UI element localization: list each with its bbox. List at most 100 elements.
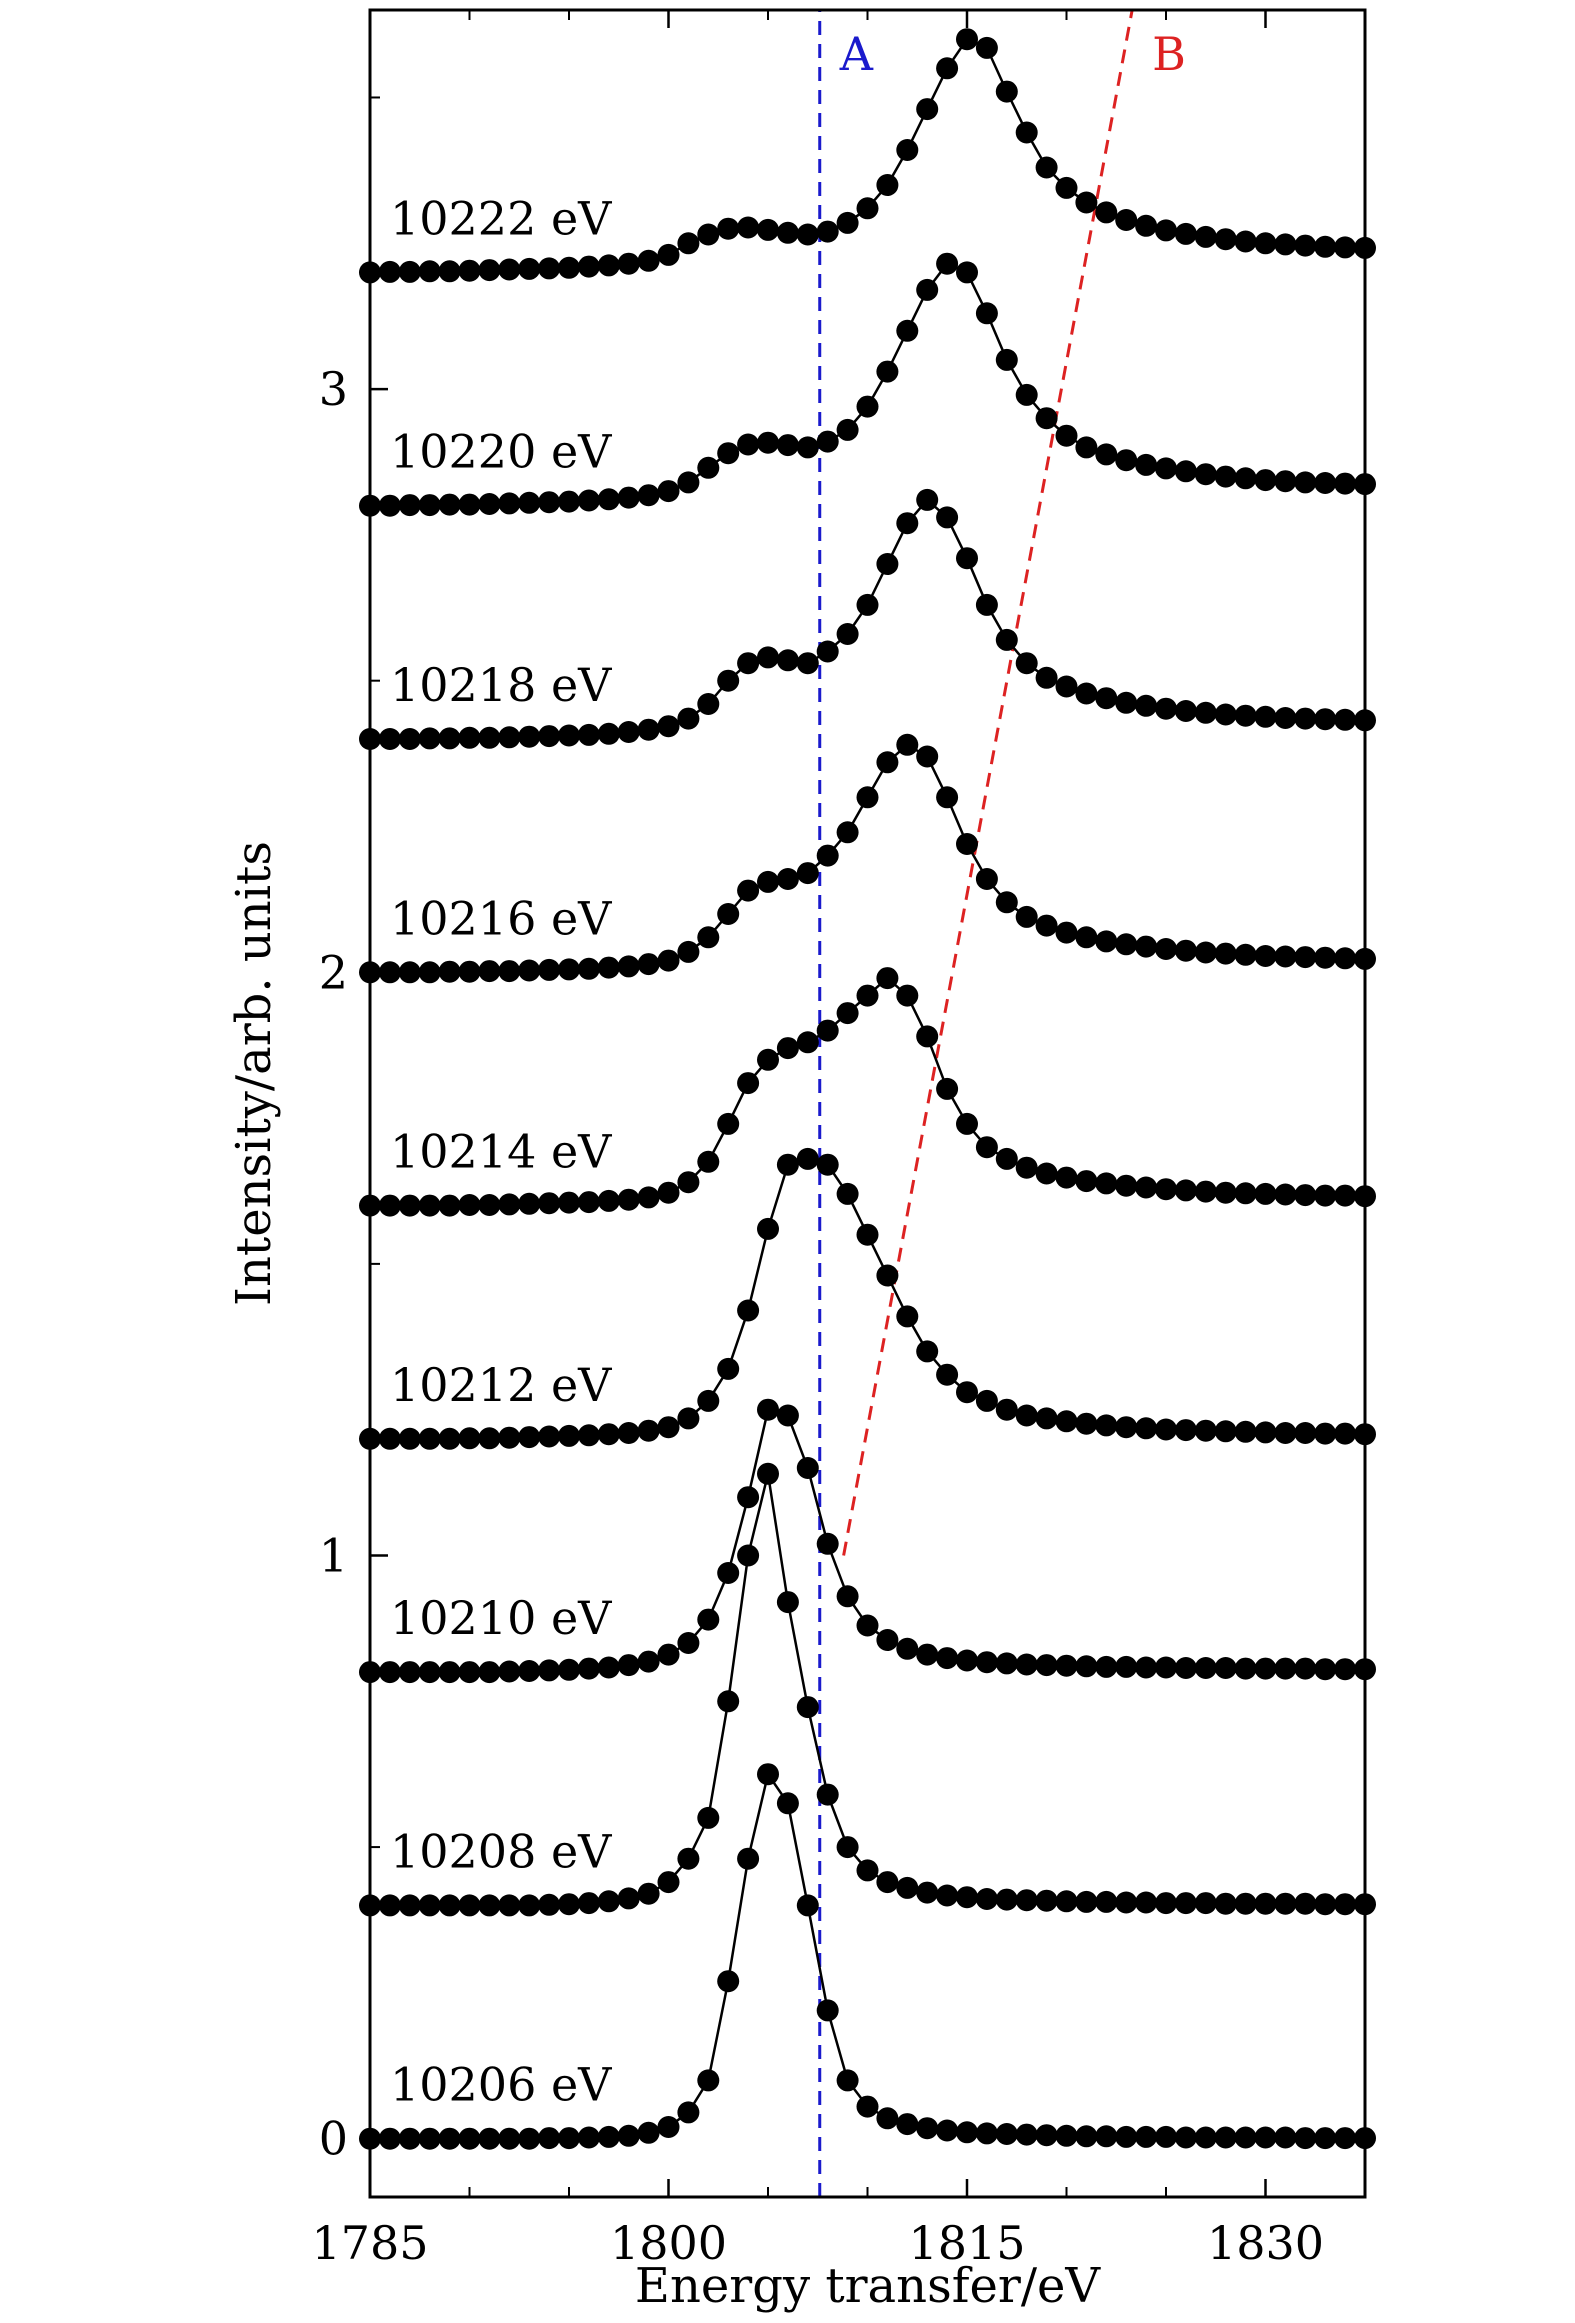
data-point <box>916 745 939 768</box>
data-point <box>1234 1182 1257 1205</box>
data-point <box>458 493 481 516</box>
data-point <box>1055 1654 1078 1677</box>
data-point <box>717 1690 740 1713</box>
data-point <box>657 480 680 503</box>
data-point <box>1254 2126 1277 2149</box>
data-point <box>1015 2123 1038 2146</box>
data-point <box>538 2127 561 2150</box>
data-point <box>518 1894 541 1917</box>
data-point <box>717 669 740 692</box>
curve-labels: 10206 eV 10208 eV 10210 eV 10212 eV 10214 eV… <box>390 191 612 2111</box>
data-point <box>1254 469 1277 492</box>
data-point <box>1095 1414 1118 1437</box>
data-point <box>896 319 919 342</box>
data-point <box>995 1398 1018 1421</box>
curve-label-5: 10216 eV <box>390 891 612 945</box>
data-point <box>816 1153 839 1176</box>
data-point <box>498 1193 521 1216</box>
data-point <box>1055 675 1078 698</box>
data-point <box>995 1888 1018 1911</box>
data-point <box>757 218 779 241</box>
data-point <box>975 36 998 59</box>
data-point <box>776 434 799 457</box>
data-point <box>956 1649 978 1672</box>
data-point <box>1095 2125 1118 2148</box>
data-point <box>1214 2126 1237 2149</box>
data-point <box>577 1657 600 1680</box>
data-point <box>1274 707 1297 729</box>
data-point <box>637 1650 660 1673</box>
data-point <box>1314 235 1337 258</box>
data-point <box>478 1194 501 1216</box>
data-point <box>776 1404 799 1427</box>
data-point <box>1135 1891 1158 1914</box>
data-point <box>1155 1418 1177 1441</box>
spectrum-5 <box>359 733 1376 984</box>
data-point <box>418 1894 441 1917</box>
data-point <box>1055 424 1078 447</box>
data-point <box>697 456 720 479</box>
data-point <box>1234 704 1257 727</box>
data-point <box>1115 933 1138 956</box>
data-point <box>1314 472 1337 494</box>
data-point <box>1334 947 1357 970</box>
data-point <box>518 725 541 748</box>
curve-label-2: 10210 eV <box>390 1591 612 1645</box>
data-point <box>1075 1655 1098 1678</box>
data-point <box>916 278 939 301</box>
data-point <box>1095 1890 1118 1913</box>
data-point <box>577 957 600 980</box>
data-point <box>1294 1422 1317 1444</box>
data-point <box>1334 236 1357 259</box>
data-point <box>757 1048 779 1071</box>
data-point <box>558 2127 580 2150</box>
data-point <box>1274 945 1297 968</box>
data-point <box>717 442 740 465</box>
data-point <box>956 547 978 570</box>
data-point <box>1234 467 1257 490</box>
data-point <box>1135 2125 1158 2148</box>
data-point <box>717 1112 740 1135</box>
data-point <box>1334 1184 1357 1207</box>
data-point <box>776 1792 799 1815</box>
data-point <box>796 1696 819 1719</box>
data-point <box>757 431 779 454</box>
data-point <box>916 98 939 121</box>
data-point <box>1075 1412 1098 1435</box>
data-point <box>697 1806 720 1829</box>
data-point <box>418 1427 441 1450</box>
reference-line-b <box>842 9 1134 1556</box>
data-point <box>776 649 799 672</box>
data-point <box>538 257 561 280</box>
y-tick-label: 2 <box>319 945 348 999</box>
data-point <box>498 258 521 281</box>
data-point <box>438 1194 461 1217</box>
data-point <box>1075 2125 1098 2148</box>
data-point <box>757 870 779 893</box>
data-point <box>617 252 640 275</box>
data-point <box>498 726 521 749</box>
data-point <box>836 623 859 645</box>
data-point <box>498 960 521 983</box>
data-point <box>518 257 541 280</box>
data-point <box>757 646 779 669</box>
data-point <box>418 260 441 283</box>
data-point <box>1314 1184 1337 1207</box>
data-point <box>1155 1656 1177 1679</box>
data-point <box>995 2123 1018 2145</box>
data-point <box>956 1886 978 1909</box>
data-point <box>378 1427 401 1450</box>
data-point <box>577 723 600 746</box>
data-point <box>637 1882 660 1905</box>
data-point <box>737 652 760 675</box>
data-point <box>936 57 959 80</box>
data-point <box>617 1188 640 1211</box>
x-tick-label: 1815 <box>908 2216 1025 2270</box>
data-point <box>617 955 640 978</box>
data-point <box>1095 1172 1118 1195</box>
data-point <box>498 1660 521 1683</box>
data-point <box>796 1147 819 1170</box>
data-point <box>418 1194 441 1217</box>
data-point <box>936 1363 959 1386</box>
